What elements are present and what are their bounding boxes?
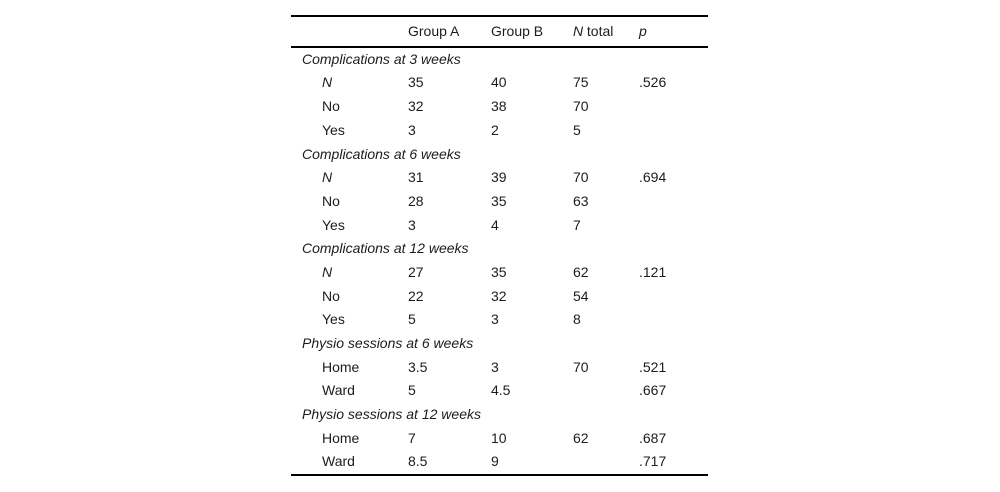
cell-group-a: 27 <box>408 263 424 280</box>
table-row: Home 3.5 3 70 .521 <box>291 356 708 380</box>
section-heading-row: Complications at 12 weeks <box>291 237 708 261</box>
cell-group-a: 22 <box>408 287 424 304</box>
cell-group-b: 4.5 <box>491 382 511 399</box>
table-bottom-rule <box>291 474 708 477</box>
section-title: Complications at 6 weeks <box>302 145 461 162</box>
section-heading-row: Complications at 3 weeks <box>291 48 708 72</box>
cell-n-total: 8 <box>573 311 581 328</box>
row-label: Home <box>322 358 360 375</box>
cell-p-value: .687 <box>639 429 667 446</box>
cell-group-b: 9 <box>491 453 499 470</box>
cell-p-value: .667 <box>639 382 667 399</box>
cell-group-a: 35 <box>408 74 424 91</box>
table-header-rule <box>291 45 708 48</box>
cell-n-total: 7 <box>573 216 581 233</box>
row-label: Ward <box>322 453 355 470</box>
table-row: Yes 3 2 5 <box>291 119 708 143</box>
cell-n-total: 63 <box>573 192 589 209</box>
cell-group-b: 40 <box>491 74 507 91</box>
table-row: Ward 8.5 9 .717 <box>291 450 708 474</box>
cell-group-a: 32 <box>408 98 424 115</box>
cell-group-a: 8.5 <box>408 453 428 470</box>
cell-n-total: 70 <box>573 169 589 186</box>
cell-n-total: 62 <box>573 263 589 280</box>
cell-p-value: .717 <box>639 453 667 470</box>
table-row: No 28 35 63 <box>291 190 708 214</box>
cell-group-a: 31 <box>408 169 424 186</box>
row-label: N <box>322 169 333 186</box>
cell-n-total: 54 <box>573 287 589 304</box>
row-label: No <box>322 287 340 304</box>
column-header-group-a: Group A <box>408 22 460 39</box>
table-row: No 32 38 70 <box>291 95 708 119</box>
row-label: N <box>322 74 333 91</box>
row-label: Yes <box>322 216 345 233</box>
cell-group-b: 35 <box>491 192 507 209</box>
cell-group-a: 28 <box>408 192 424 209</box>
table-row: Home 7 10 62 .687 <box>291 427 708 451</box>
cell-n-total: 70 <box>573 358 589 375</box>
table-row: N 31 39 70 .694 <box>291 166 708 190</box>
cell-group-a: 5 <box>408 382 416 399</box>
table-row: Yes 3 4 7 <box>291 214 708 238</box>
table-top-rule <box>291 15 708 17</box>
cell-n-total: 70 <box>573 98 589 115</box>
section-title: Complications at 12 weeks <box>302 240 469 257</box>
cell-group-b: 2 <box>491 121 499 138</box>
table-row: N 27 35 62 .121 <box>291 261 708 285</box>
n-italic: N <box>573 22 584 39</box>
cell-group-b: 38 <box>491 98 507 115</box>
section-heading-row: Complications at 6 weeks <box>291 143 708 167</box>
row-label: No <box>322 192 340 209</box>
table-row: Yes 5 3 8 <box>291 308 708 332</box>
cell-group-a: 3 <box>408 216 416 233</box>
row-label: Home <box>322 429 360 446</box>
cell-group-a: 3.5 <box>408 358 428 375</box>
row-label: Ward <box>322 382 355 399</box>
section-heading-row: Physio sessions at 12 weeks <box>291 403 708 427</box>
section-heading-row: Physio sessions at 6 weeks <box>291 332 708 356</box>
cell-group-a: 5 <box>408 311 416 328</box>
section-title: Complications at 3 weeks <box>302 50 461 67</box>
table-row: N 35 40 75 .526 <box>291 71 708 95</box>
cell-group-b: 39 <box>491 169 507 186</box>
column-header-p: p <box>639 22 647 39</box>
cell-p-value: .526 <box>639 74 667 91</box>
cell-n-total: 5 <box>573 121 581 138</box>
row-label: No <box>322 98 340 115</box>
row-label: Yes <box>322 121 345 138</box>
cell-n-total: 75 <box>573 74 589 91</box>
cell-group-b: 35 <box>491 263 507 280</box>
cell-group-a: 7 <box>408 429 416 446</box>
cell-group-b: 32 <box>491 287 507 304</box>
cell-p-value: .521 <box>639 358 667 375</box>
row-label: N <box>322 263 333 280</box>
cell-group-b: 10 <box>491 429 507 446</box>
n-total-rest: total <box>586 22 614 39</box>
cell-p-value: .121 <box>639 263 667 280</box>
table-row: Ward 5 4.5 .667 <box>291 379 708 403</box>
section-title: Physio sessions at 6 weeks <box>302 335 474 352</box>
cell-group-a: 3 <box>408 121 416 138</box>
cell-n-total: 62 <box>573 429 589 446</box>
row-label: Yes <box>322 311 345 328</box>
column-header-group-b: Group B <box>491 22 544 39</box>
section-title: Physio sessions at 12 weeks <box>302 406 481 423</box>
cell-group-b: 3 <box>491 358 499 375</box>
cell-group-b: 3 <box>491 311 499 328</box>
table-row: No 22 32 54 <box>291 285 708 309</box>
cell-p-value: .694 <box>639 169 667 186</box>
cell-group-b: 4 <box>491 216 499 233</box>
